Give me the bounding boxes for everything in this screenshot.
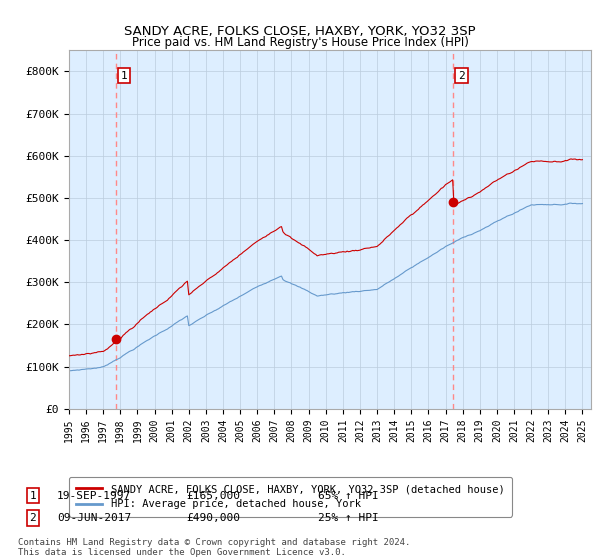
Text: Price paid vs. HM Land Registry's House Price Index (HPI): Price paid vs. HM Land Registry's House … bbox=[131, 36, 469, 49]
Text: £490,000: £490,000 bbox=[186, 513, 240, 523]
Text: 09-JUN-2017: 09-JUN-2017 bbox=[57, 513, 131, 523]
Text: 25% ↑ HPI: 25% ↑ HPI bbox=[318, 513, 379, 523]
Text: 65% ↑ HPI: 65% ↑ HPI bbox=[318, 491, 379, 501]
Text: 1: 1 bbox=[121, 71, 127, 81]
Text: 19-SEP-1997: 19-SEP-1997 bbox=[57, 491, 131, 501]
Text: £165,000: £165,000 bbox=[186, 491, 240, 501]
Legend: SANDY ACRE, FOLKS CLOSE, HAXBY, YORK, YO32 3SP (detached house), HPI: Average pr: SANDY ACRE, FOLKS CLOSE, HAXBY, YORK, YO… bbox=[69, 477, 512, 516]
Text: 1: 1 bbox=[29, 491, 37, 501]
Text: Contains HM Land Registry data © Crown copyright and database right 2024.
This d: Contains HM Land Registry data © Crown c… bbox=[18, 538, 410, 557]
Text: 2: 2 bbox=[29, 513, 37, 523]
Text: SANDY ACRE, FOLKS CLOSE, HAXBY, YORK, YO32 3SP: SANDY ACRE, FOLKS CLOSE, HAXBY, YORK, YO… bbox=[124, 25, 476, 38]
Text: 2: 2 bbox=[458, 71, 465, 81]
